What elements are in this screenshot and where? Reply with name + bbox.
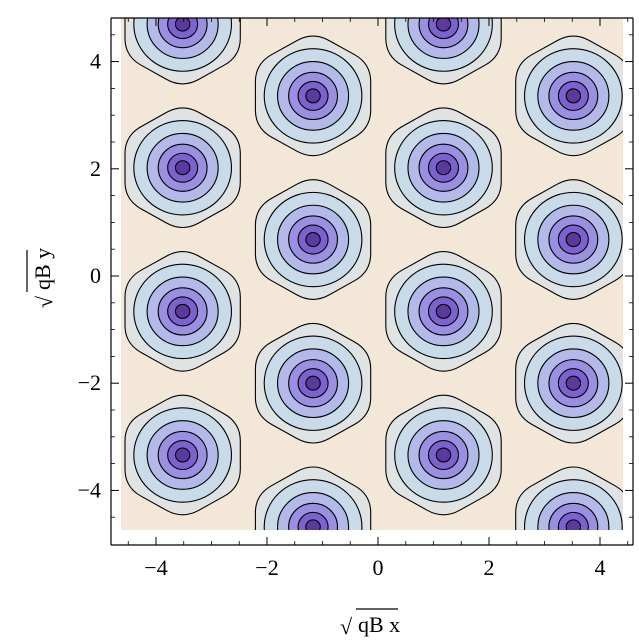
vortex-3 <box>515 35 623 157</box>
y-axis-label: √ qB y <box>26 248 57 308</box>
vortex-11 <box>515 322 623 444</box>
vortex-1 <box>385 18 502 85</box>
vortex-5 <box>385 107 502 229</box>
vortex-9 <box>385 251 502 372</box>
x-axis-label-root-symbol: √ <box>340 614 353 639</box>
vortex-6 <box>254 179 372 300</box>
contour-level-6 <box>565 375 582 391</box>
x-axis-label-text: qB x <box>358 612 400 637</box>
contour-level-6 <box>305 519 321 530</box>
contour-level-6 <box>305 375 321 391</box>
vortex-2 <box>254 35 372 157</box>
vortex-8 <box>124 251 241 372</box>
contour-level-6 <box>174 303 191 319</box>
y-tick-label-3: 2 <box>90 156 101 181</box>
vortex-15 <box>515 466 623 530</box>
contour-level-6 <box>565 88 582 104</box>
vortex-14 <box>254 466 372 530</box>
contour-level-6 <box>435 160 452 176</box>
vortex-4 <box>124 107 241 229</box>
contour-level-6 <box>565 519 582 530</box>
y-tick-label-2: 0 <box>90 263 101 288</box>
vortex-10 <box>254 322 372 444</box>
vortex-12 <box>124 394 241 516</box>
contour-level-6 <box>435 447 452 463</box>
vortex-0 <box>124 18 241 85</box>
contour-layer <box>124 18 623 530</box>
contour-level-6 <box>435 18 452 32</box>
y-tick-label-0: −4 <box>78 477 101 502</box>
y-tick-label-1: −2 <box>78 370 101 395</box>
vortex-7 <box>515 179 623 300</box>
tick-layer: −4 −2 0 2 4 −4 −2 0 2 4 <box>78 18 633 580</box>
y-axis-label-text: qB y <box>30 248 55 290</box>
contour-level-6 <box>174 160 191 176</box>
contour-level-6 <box>174 447 191 463</box>
x-tick-label-1: −2 <box>255 555 278 580</box>
vortex-13 <box>385 394 502 516</box>
contour-level-6 <box>305 88 321 104</box>
contour-level-6 <box>174 18 191 32</box>
axes-frame <box>110 17 634 546</box>
x-axis-label: √ qB x <box>340 608 400 639</box>
y-axis-label-root-symbol: √ <box>32 295 57 308</box>
contour-level-6 <box>305 232 321 248</box>
contour-level-6 <box>435 303 452 319</box>
x-tick-label-0: −4 <box>144 555 167 580</box>
contour-level-6 <box>565 232 582 248</box>
x-tick-label-4: 4 <box>595 555 606 580</box>
x-tick-label-3: 2 <box>484 555 495 580</box>
x-tick-label-2: 0 <box>373 555 384 580</box>
y-tick-label-4: 4 <box>90 49 101 74</box>
